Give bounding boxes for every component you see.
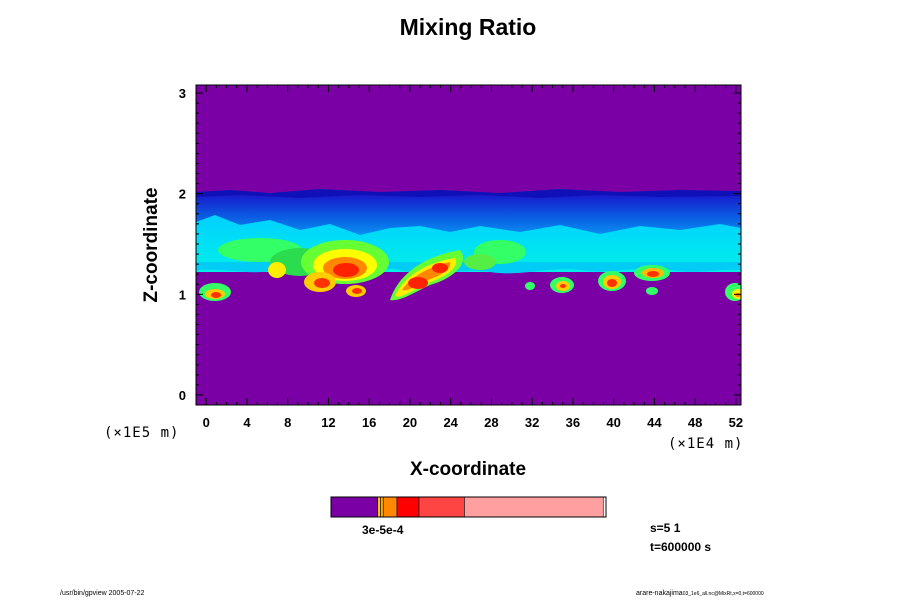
- colorbar-label: 3e-5e-4: [362, 523, 404, 537]
- x-tick-label: 40: [606, 415, 620, 430]
- x-tick-label: 48: [688, 415, 702, 430]
- colorbar-segment: [377, 496, 381, 518]
- footer-right-sub: 03_1e6_all.nc@MixRt,x=0,t=600000: [682, 591, 764, 597]
- plot-frame: [195, 84, 742, 406]
- x-tick-label: 20: [403, 415, 417, 430]
- colorbar-frame: [330, 496, 607, 518]
- footer-right: arare-nakajima03_1e6_all.nc@MixRt,x=0,t=…: [636, 590, 764, 597]
- colorbar: [330, 496, 604, 518]
- x-multiplier: (×1E4 m): [668, 436, 744, 452]
- x-tick-label: 36: [566, 415, 580, 430]
- y-axis-label: Z-coordinate: [141, 187, 162, 303]
- footer-right-main: arare-nakajima: [636, 590, 683, 597]
- y-tick-label: 1: [179, 287, 186, 302]
- chart-title: Mixing Ratio: [399, 14, 537, 40]
- colorbar-segment: [330, 496, 379, 518]
- y-tick-label: 3: [179, 86, 186, 101]
- convective-cells: [199, 238, 741, 301]
- x-tick-label: 28: [484, 415, 498, 430]
- x-tick-label: 32: [525, 415, 539, 430]
- y-tick-label: 2: [179, 187, 186, 202]
- x-tick-label: 8: [284, 415, 291, 430]
- colorbar-segment: [380, 496, 384, 518]
- x-tick-label: 0: [203, 415, 210, 430]
- x-tick-label: 24: [443, 415, 458, 430]
- y-tick-label: 0: [179, 388, 186, 403]
- colorbar-segment: [464, 496, 604, 518]
- colorbar-segment: [396, 496, 420, 518]
- x-tick-label: 16: [362, 415, 376, 430]
- colorbar-segment: [382, 496, 398, 518]
- x-tick-label: 52: [729, 415, 743, 430]
- x-tick-label: 44: [647, 415, 662, 430]
- footer-left: /usr/bin/gpview 2005-07-22: [60, 590, 145, 597]
- x-tick-label: 4: [243, 415, 251, 430]
- colorbar-segment: [418, 496, 465, 518]
- stat-s: s=5 1: [650, 521, 681, 535]
- x-axis-label: X-coordinate: [409, 459, 527, 480]
- stat-t: t=600000 s: [650, 540, 712, 554]
- y-multiplier: (×1E5 m): [104, 425, 180, 441]
- x-tick-label: 12: [321, 415, 335, 430]
